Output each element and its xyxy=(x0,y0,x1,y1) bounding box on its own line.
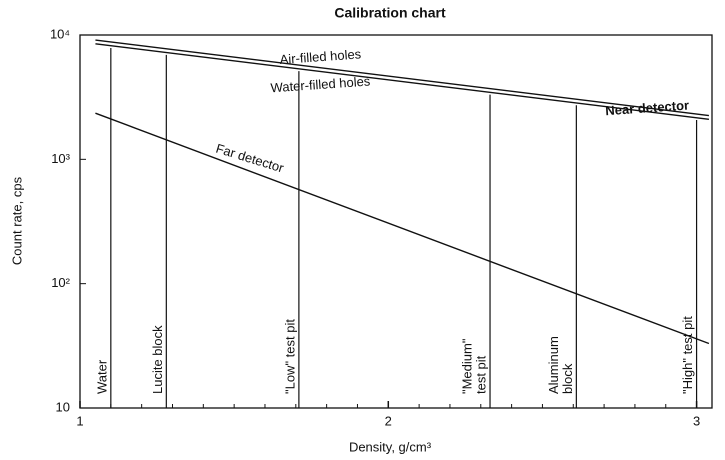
reference-label: block xyxy=(560,363,575,394)
reference-label: Water xyxy=(94,359,109,394)
x-tick-label: 3 xyxy=(693,413,700,428)
y-tick-label: 10 xyxy=(56,399,70,414)
series-line xyxy=(95,112,710,345)
y-tick-label: 10² xyxy=(51,275,70,290)
reference-label: "Low" test pit xyxy=(282,319,297,394)
x-tick-label: 1 xyxy=(76,413,83,428)
reference-label: Aluminum xyxy=(546,336,561,394)
reference-label: test pit xyxy=(473,355,488,394)
series-line xyxy=(95,43,710,120)
reference-label: "Medium" xyxy=(459,338,474,394)
annotation: Near detector xyxy=(605,97,690,118)
series-label: Water-filled holes xyxy=(270,73,371,95)
y-tick-label: 10³ xyxy=(51,151,70,166)
plot-frame xyxy=(79,34,713,409)
chart-title: Calibration chart xyxy=(334,5,446,21)
x-axis-label: Density, g/cm³ xyxy=(349,439,432,454)
x-tick-label: 2 xyxy=(385,413,392,428)
y-tick-label: 10⁴ xyxy=(50,26,70,41)
y-axis-label: Count rate, cps xyxy=(9,176,24,265)
series-label: Air-filled holes xyxy=(279,46,362,67)
reference-label: "High" test pit xyxy=(680,316,695,394)
series-label: Far detector xyxy=(214,141,286,176)
reference-label: Lucite block xyxy=(150,325,165,394)
series-line xyxy=(95,39,710,117)
